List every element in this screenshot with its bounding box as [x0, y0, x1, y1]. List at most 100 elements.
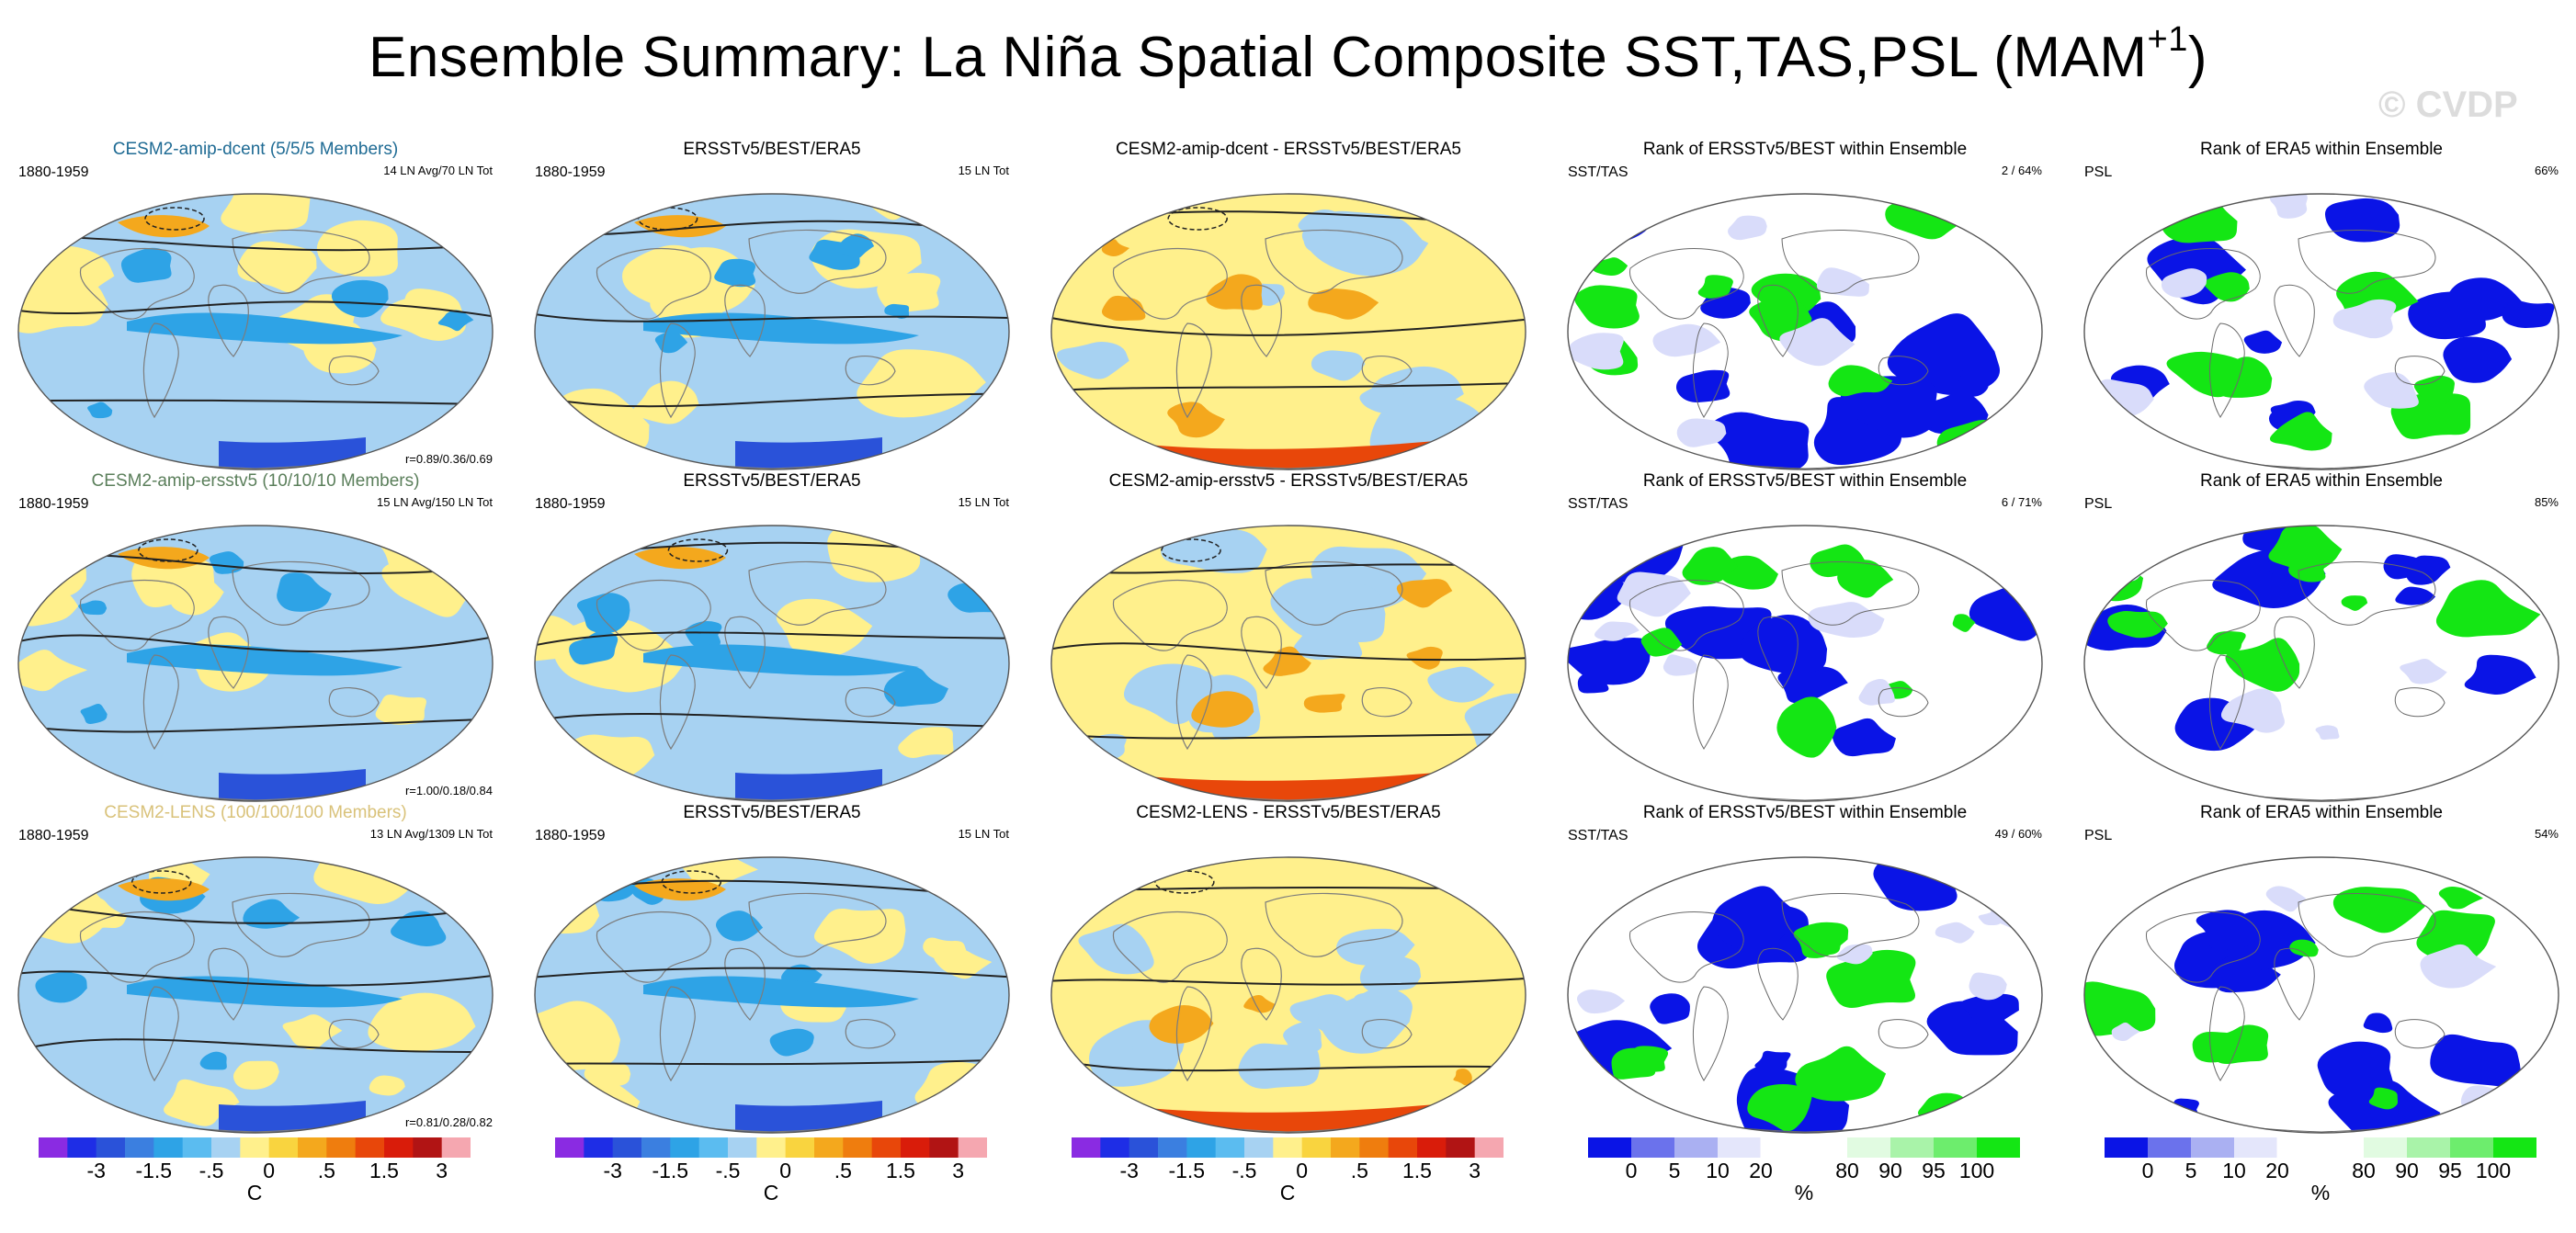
colorbar-swatch [1934, 1137, 1978, 1158]
coastline [79, 247, 195, 320]
colorbar-tick-label: 0 [1626, 1159, 1638, 1182]
anomaly-blob [535, 1001, 621, 1071]
map-field [1050, 856, 1526, 1134]
rank-mid-blob [2161, 268, 2207, 298]
colorbar-tick-label: -.5 [716, 1159, 741, 1182]
enso-tongue [127, 976, 403, 1008]
colorbar-tick-label: 1.5 [886, 1159, 915, 1182]
colorbar-1: -3 -1.5 -.5 0 .5 1.5 3 C [39, 1137, 471, 1205]
panel-period-label: 1880-1959 [535, 496, 606, 512]
map-group [1567, 856, 2043, 1134]
psl-negative-contour [131, 870, 192, 894]
panel-count-label: 13 LN Avg/1309 LN Tot [370, 827, 494, 841]
panel-count-label: 6 / 71% [2002, 495, 2043, 509]
colorbar-swatch [384, 1137, 414, 1158]
panel-period-label: SST/TAS [1568, 828, 1628, 843]
rank-mid-blob [2089, 894, 2124, 918]
coastline [1628, 580, 1744, 651]
anomaly-blob [535, 615, 585, 662]
anomaly-core-blob [1396, 579, 1453, 608]
anomaly-blob [447, 752, 493, 786]
anomaly-core-blob [120, 247, 172, 283]
colorbar-tick-label: 0 [2142, 1159, 2154, 1182]
anomaly-blob [1238, 1043, 1321, 1089]
colorbar-swatch [2234, 1137, 2278, 1158]
anomaly-core-blob [1101, 239, 1129, 257]
polar-anomaly [735, 437, 882, 469]
coastline [596, 579, 711, 651]
map-panel-r3c5: Rank of ERA5 within Ensemble PSL 54% [2083, 803, 2559, 1134]
coastline [1628, 248, 1744, 320]
panel-title: Rank of ERA5 within Ensemble [2200, 471, 2443, 491]
anomaly-core-blob [391, 911, 447, 947]
rank-high-blob [2341, 595, 2368, 611]
colorbar-tick-label: 0 [779, 1159, 791, 1182]
map-group [2083, 193, 2559, 470]
anomaly-core-blob [654, 332, 688, 354]
rank-low-blob [2395, 586, 2436, 605]
anomaly-blob [368, 992, 476, 1052]
anomaly-blob [1078, 923, 1154, 975]
rank-mid-blob [2265, 886, 2307, 912]
psl-contour [1051, 642, 1526, 662]
rank-low-blob [1754, 1050, 1791, 1073]
rank-low-blob [1568, 637, 1651, 685]
anomaly-blob [1427, 666, 1495, 703]
coastline [1692, 654, 1729, 750]
map-panel-r1c4: Rank of ERSSTv5/BEST within Ensemble SST/… [1567, 140, 2043, 470]
colorbar-swatch [871, 1137, 902, 1158]
coastline [1361, 356, 1413, 386]
psl-contour [18, 634, 493, 653]
map-group [1567, 193, 2043, 470]
map-field [17, 525, 494, 802]
psl-contour [18, 399, 493, 406]
colorbar-swatch [958, 1137, 987, 1158]
coastline [1878, 356, 1929, 386]
map-panel-r1c5: Rank of ERA5 within Ensemble PSL 66% [2083, 140, 2559, 470]
map-group [1050, 856, 1526, 1134]
map-panel-r1c3: CESM2-amip-dcent - ERSSTv5/BEST/ERA5 [1050, 140, 1526, 470]
rank-mid-blob [1594, 621, 1640, 641]
psl-negative-contour [667, 538, 729, 562]
colorbar-swatch [1331, 1137, 1360, 1158]
colorbar-swatch [1631, 1137, 1675, 1158]
psl-negative-contour [1167, 207, 1228, 231]
colorbar-2: -3 -1.5 -.5 0 .5 1.5 3 C [555, 1137, 987, 1205]
coastline [1757, 616, 1799, 689]
psl-negative-contour [144, 207, 205, 231]
colorbar-unit: % [2311, 1181, 2330, 1205]
coastline [2394, 687, 2445, 718]
anomaly-core-blob [1476, 862, 1526, 890]
colorbar-tick-label: -3 [603, 1159, 621, 1182]
anomaly-core-blob [1308, 288, 1379, 320]
anomaly-blob [155, 571, 224, 616]
warm-patch [118, 215, 210, 238]
coastline [1361, 687, 1413, 718]
colorbar-swatch [814, 1137, 844, 1158]
polar-anomaly [219, 437, 366, 469]
colorbar-tick-label: 95 [2438, 1159, 2462, 1182]
colorbar-4: 0 5 10 20 80 90 95 100% [1588, 1137, 2020, 1205]
colorbar-swatch [698, 1137, 729, 1158]
colorbar-tick-label: .5 [834, 1159, 852, 1182]
anomaly-core-blob [576, 593, 630, 634]
coastline [232, 229, 370, 294]
map-panel-r3c4: Rank of ERSSTv5/BEST within Ensemble SST/… [1567, 803, 2043, 1134]
colorbar-swatch [211, 1137, 241, 1158]
psl-contour [535, 392, 1009, 408]
rank-mid-blob [2332, 299, 2397, 339]
rank-mid-blob [1969, 972, 2007, 1001]
rank-low-blob [1832, 718, 1896, 757]
panel-period-label: PSL [2084, 164, 2112, 180]
colorbar-tick-label: 10 [1706, 1159, 1730, 1182]
panel-count-label: 14 LN Avg/70 LN Tot [383, 164, 493, 177]
rank-high-blob [1697, 275, 1733, 299]
panel-period-label: PSL [2084, 828, 2112, 843]
anomaly-blob [282, 1014, 343, 1050]
warm-patch [634, 215, 726, 238]
rank-high-blob [2269, 412, 2332, 451]
panel-correlation-label: r=1.00/0.18/0.84 [405, 784, 493, 797]
anomaly-core-blob [35, 972, 87, 1003]
coastline [328, 1019, 380, 1049]
panel-title: CESM2-amip-dcent (5/5/5 Members) [113, 140, 398, 159]
